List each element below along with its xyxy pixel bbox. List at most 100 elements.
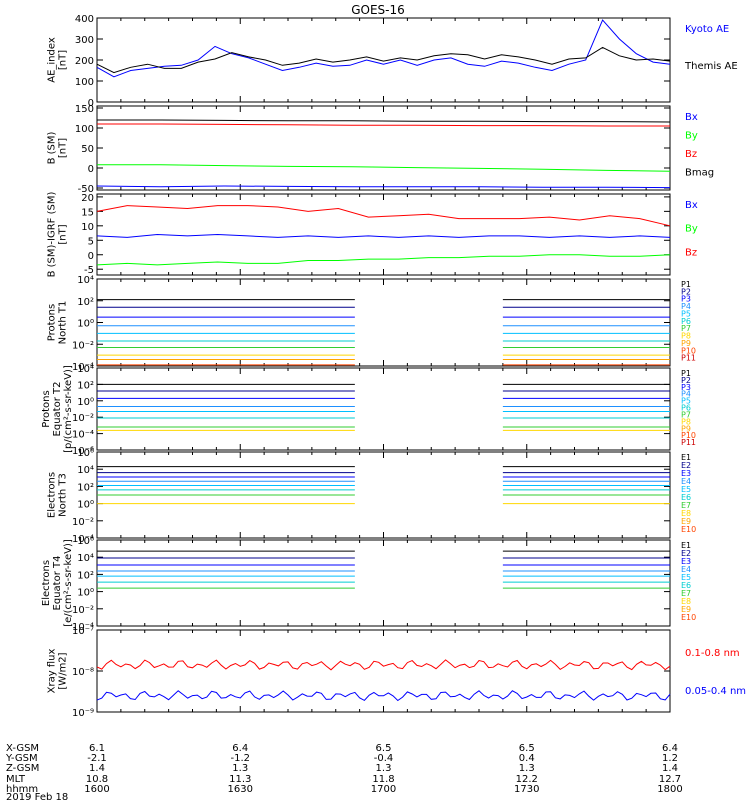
channel-label: P4: [681, 302, 691, 311]
y-tick-label: 10⁴: [77, 364, 94, 375]
channel-label: E7: [681, 501, 691, 510]
channel-label: P9: [681, 424, 691, 433]
series-line-by: [96, 254, 671, 266]
y-tick-label: 10⁻²: [72, 517, 94, 528]
channel-label: E9: [681, 517, 691, 526]
y-tick-label: 400: [75, 14, 94, 25]
panel-frame: [96, 105, 671, 191]
y-axis-label: Xray flux: [47, 649, 58, 694]
series-line-kyoto-ae: [96, 19, 671, 78]
orbit-value: 6.5: [376, 743, 392, 754]
channel-label: P3: [681, 295, 691, 304]
panel-frame: [96, 278, 671, 367]
legend-by: By: [685, 131, 698, 142]
orbit-row-label: MLT: [6, 774, 26, 785]
orbit-row-label: Z-GSM: [6, 763, 39, 774]
channel-label: P5: [681, 397, 691, 406]
y-tick-label: 10²: [77, 570, 94, 581]
y-tick-label: 5: [88, 236, 94, 247]
y-tick-label: 10⁻²: [72, 413, 94, 424]
y-tick-label: 20: [81, 193, 94, 204]
channel-label: E1: [681, 541, 691, 550]
plot-title: GOES-16: [351, 3, 405, 17]
orbit-table: X-GSMY-GSMZ-GSMMLThhmm6.1-2.11.410.81600…: [5, 743, 683, 800]
y-axis-label: Electrons: [47, 472, 58, 518]
channel-label: P6: [681, 404, 691, 413]
channel-label: P1: [681, 369, 691, 378]
panel-frame: [96, 193, 671, 276]
y-axis-label: Equator T2: [52, 382, 63, 437]
y-tick-label: 10⁴: [77, 465, 94, 476]
orbit-value: 1730: [514, 784, 539, 795]
panel-frame: [96, 539, 671, 627]
channel-label: P6: [681, 317, 691, 326]
y-axis-label: North T1: [58, 301, 69, 345]
orbit-value: 1.2: [662, 753, 678, 764]
y-tick-label: 10⁰: [77, 500, 94, 511]
orbit-value: 11.8: [372, 774, 394, 785]
channel-label: P3: [681, 383, 691, 392]
y-axis-label: Protons: [47, 304, 58, 341]
legend-by: By: [685, 224, 698, 235]
channel-label: P5: [681, 309, 691, 318]
channel-label: E5: [681, 485, 691, 494]
legend-themis-ae: Themis AE: [684, 61, 738, 72]
orbit-value: 1700: [371, 784, 396, 795]
series-line-bz: [97, 123, 670, 127]
channel-label: P10: [681, 431, 696, 440]
y-tick-label: 10⁴: [77, 553, 94, 564]
channel-label: E1: [681, 453, 691, 462]
panel-p1: 10⁻⁴ 10⁻² 10⁰ 10² 10⁴ Protons North T1 P1P2P3P4…: [47, 275, 697, 373]
y-tick-label: 10⁰: [77, 397, 94, 408]
orbit-value: 1630: [228, 784, 253, 795]
orbit-value: 1600: [84, 784, 109, 795]
channel-label: P10: [681, 346, 696, 355]
y-tick-label: -5: [84, 265, 94, 276]
y-tick-label: 100: [75, 124, 94, 135]
series-line-bmag: [97, 119, 671, 123]
orbit-value: 12.7: [659, 774, 681, 785]
y-axis-label: Electrons: [41, 560, 52, 606]
channel-label: E10: [681, 525, 696, 534]
series-line-bx: [96, 233, 671, 238]
y-tick-label: 0: [88, 251, 94, 262]
channel-label: E6: [681, 493, 691, 502]
y-tick-label: 10⁻⁸: [72, 667, 94, 678]
orbit-value: 11.3: [229, 774, 251, 785]
panel-xray: 10⁻⁹ 10⁻⁸ 10⁻⁷ Xray flux [W/m2] 0.1-0.8 nm 0.0…: [47, 626, 747, 719]
orbit-value: -0.4: [374, 753, 394, 764]
panel-frame: [96, 367, 671, 451]
series-line-by: [97, 164, 671, 172]
y-tick-label: 10⁻⁷: [72, 626, 94, 637]
channel-label: P7: [681, 324, 691, 333]
channel-label: P11: [681, 354, 696, 363]
channel-label: E6: [681, 581, 691, 590]
channel-label: P7: [681, 410, 691, 419]
channel-label: E2: [681, 461, 691, 470]
orbit-value: 6.4: [232, 743, 248, 754]
panel-p2: 10⁻⁶ 10⁻⁴ 10⁻² 10⁰ 10² 10⁴ Protons Equator T2 [p…: [41, 364, 696, 457]
y-axis-label: AE_index: [47, 37, 58, 83]
y-axis-label: Protons: [41, 390, 52, 427]
legend-bz: Bz: [685, 247, 697, 258]
channel-label: E2: [681, 549, 691, 558]
xray-legend: 0.1-0.8 nm: [685, 648, 740, 659]
channel-label: E4: [681, 477, 691, 486]
xray-series-line: [96, 659, 671, 671]
y-tick-label: 150: [75, 104, 94, 115]
channel-label: E8: [681, 597, 691, 606]
orbit-value: 6.1: [89, 743, 105, 754]
channel-label: E4: [681, 565, 691, 574]
y-tick-label: 10²: [77, 380, 94, 391]
y-axis-label: B (SM): [47, 131, 58, 164]
legend-bz: Bz: [685, 149, 697, 160]
orbit-value: -2.1: [87, 753, 107, 764]
y-tick-label: 0: [88, 98, 94, 109]
orbit-value: 10.8: [86, 774, 108, 785]
orbit-row-label: Y-GSM: [5, 753, 38, 764]
panel-bsm: -50 0 50 100 150 B (SM) [nT] Bx By Bz Bmag: [47, 104, 715, 195]
channel-label: P8: [681, 417, 691, 426]
channel-label: P8: [681, 332, 691, 341]
y-tick-label: 10⁻⁴: [72, 534, 94, 545]
